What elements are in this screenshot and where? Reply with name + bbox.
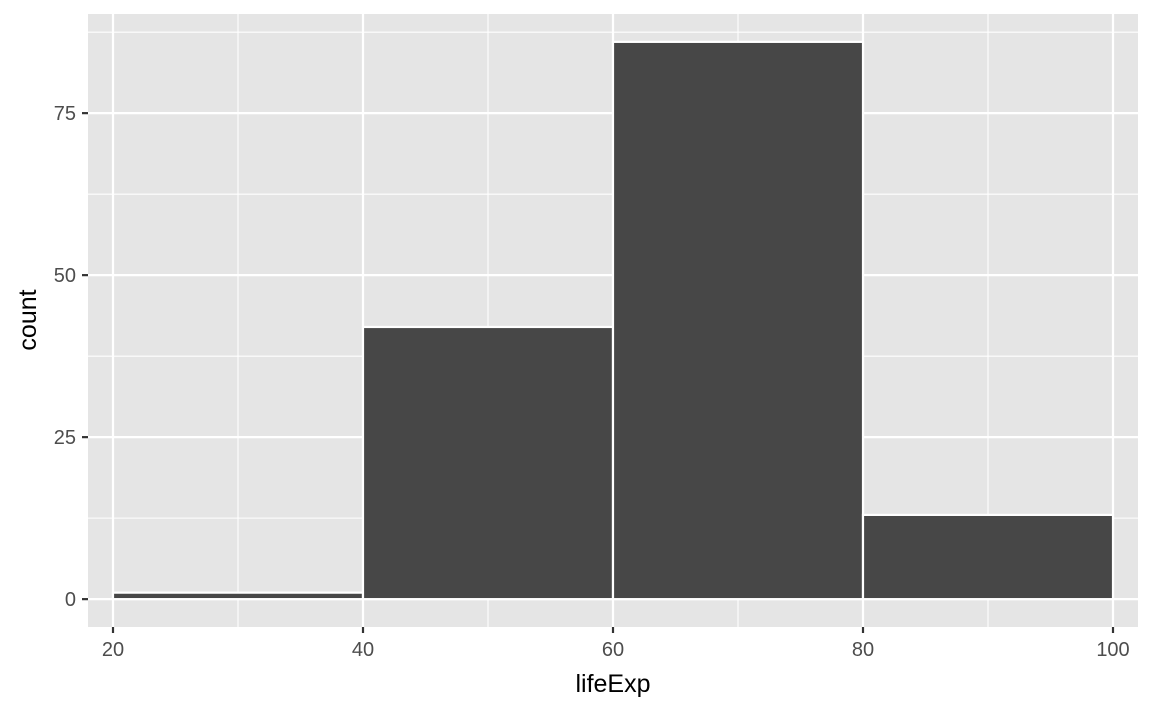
x-axis-title: lifeExp	[575, 670, 650, 698]
histogram-bars	[111, 40, 1115, 601]
x-tick-label: 100	[1096, 639, 1129, 661]
histogram-bar	[111, 591, 365, 601]
x-axis-ticks: 20 40 60 80 100	[102, 627, 1130, 661]
x-tick-label: 80	[852, 639, 874, 661]
y-tick-label: 75	[54, 103, 76, 125]
x-tick-label: 60	[602, 639, 624, 661]
x-tick-label: 40	[352, 639, 374, 661]
y-tick-label: 0	[65, 589, 76, 611]
y-tick-label: 50	[54, 265, 76, 287]
histogram-bar	[861, 513, 1115, 601]
y-tick-label: 25	[54, 427, 76, 449]
y-axis-title: count	[14, 289, 42, 350]
histogram-bar	[611, 40, 865, 601]
x-tick-label: 20	[102, 639, 124, 661]
histogram-bar	[361, 325, 615, 601]
y-axis-ticks: 0 25 50 75	[54, 103, 88, 611]
